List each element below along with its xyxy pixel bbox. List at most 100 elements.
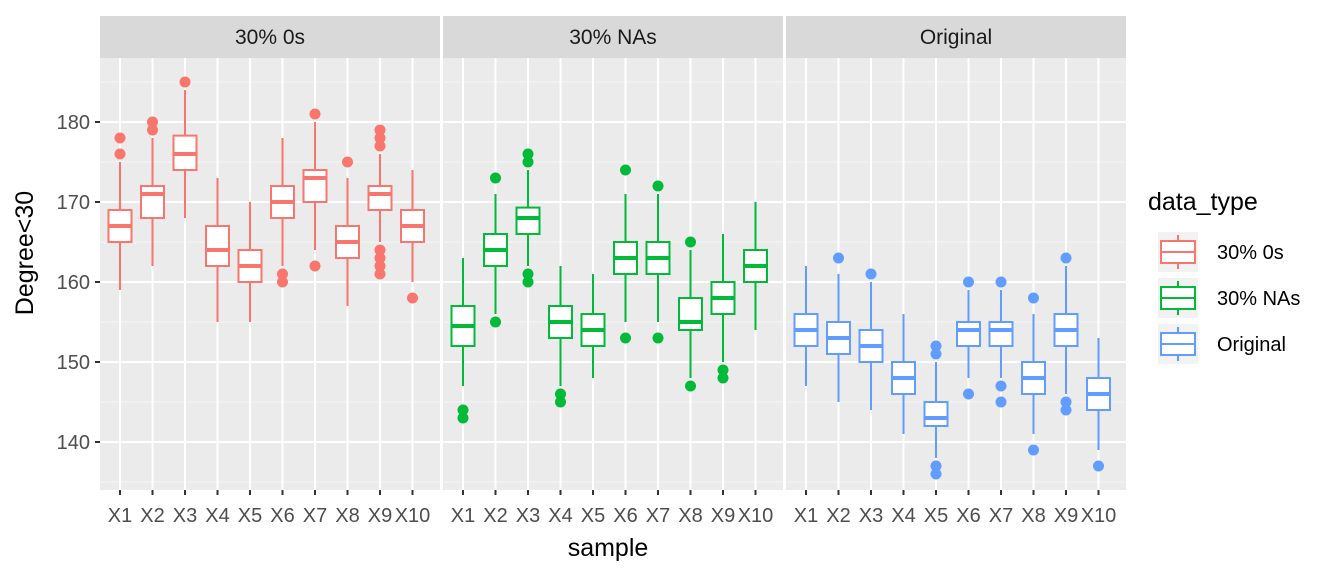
x-tick-label: X3: [173, 505, 197, 527]
box-X3: [515, 148, 541, 288]
outlier-point: [1060, 252, 1072, 264]
facet-strip-label: Original: [920, 26, 992, 49]
box-X8: [678, 236, 703, 392]
box-X3: [858, 268, 884, 410]
facet-strip-label: 30% NAs: [569, 26, 657, 49]
box-iqr: [923, 401, 949, 427]
outlier-point: [374, 260, 386, 272]
box-X2: [140, 116, 165, 266]
outlier-point: [555, 388, 566, 400]
box-X7: [645, 180, 671, 344]
outlier-point: [833, 252, 844, 264]
facet-strip: [443, 16, 783, 58]
y-tick-label: 180: [57, 112, 90, 134]
outlier-point: [1060, 396, 1072, 408]
box-X9: [710, 234, 736, 384]
x-tick-label: X8: [335, 505, 359, 527]
outlier-point: [342, 156, 353, 168]
x-tick-label: X4: [205, 505, 229, 527]
box-X1: [107, 132, 133, 290]
outlier-point: [374, 244, 386, 256]
panel-background: [786, 58, 1126, 490]
box-iqr: [205, 225, 230, 267]
legend-title: data_type: [1148, 188, 1258, 216]
legend-entry: Original: [1158, 324, 1286, 364]
facet-strip-label: 30% 0s: [235, 26, 305, 49]
box-X1: [450, 258, 476, 424]
box-iqr: [988, 321, 1014, 347]
box-iqr: [956, 321, 981, 347]
box-X2: [826, 252, 851, 402]
legend: data_type 30% 0s 30% NAs Original: [1148, 188, 1300, 364]
outlier-point: [1093, 460, 1104, 472]
box-X9: [367, 124, 393, 280]
outlier-point: [374, 132, 386, 144]
outlier-point: [114, 132, 126, 144]
x-tick-label: X1: [108, 505, 132, 527]
box-iqr: [140, 185, 165, 219]
y-tick-label: 150: [57, 352, 90, 374]
outlier-point: [309, 260, 321, 272]
outlier-point: [1028, 444, 1039, 456]
x-tick-label: X8: [1021, 505, 1045, 527]
y-axis-title: Degree<30: [11, 191, 39, 315]
x-tick-label: X9: [711, 505, 735, 527]
outlier-point: [522, 268, 534, 280]
x-tick-label: X3: [859, 505, 883, 527]
outlier-point: [963, 276, 974, 288]
outlier-point: [522, 276, 534, 288]
panel-3: Original X1 X2 X3 X4 X5 X6 X7 X8 X9 X10: [786, 16, 1126, 527]
box-X9: [1053, 252, 1079, 416]
outlier-point: [995, 380, 1007, 392]
outlier-point: [995, 396, 1007, 408]
x-axis-title: sample: [568, 534, 649, 562]
outlier-point: [374, 268, 386, 280]
box-X4: [548, 266, 573, 408]
facet-strip: [100, 16, 440, 58]
box-X6: [613, 164, 638, 344]
box-X6: [956, 276, 981, 400]
outlier-point: [930, 460, 942, 472]
x-tick-label: X7: [646, 505, 670, 527]
y-tick-label: 140: [57, 432, 90, 454]
box-X10: [1086, 338, 1111, 472]
outlier-point: [457, 404, 469, 416]
x-tick-label: X1: [451, 505, 475, 527]
outlier-point: [930, 348, 942, 360]
outlier-point: [374, 140, 386, 152]
box-X10: [400, 170, 425, 304]
box-X6: [270, 138, 295, 288]
outlier-point: [490, 172, 501, 184]
outlier-point: [995, 276, 1007, 288]
outlier-point: [277, 268, 288, 280]
box-iqr: [302, 169, 328, 203]
x-tick-label: X7: [989, 505, 1013, 527]
box-X10: [743, 202, 768, 330]
outlier-point: [865, 268, 877, 280]
y-axis: 140 150 160 170 180: [57, 112, 100, 454]
x-tick-label: X5: [238, 505, 262, 527]
outlier-point: [652, 180, 664, 192]
outlier-point: [179, 76, 191, 88]
outlier-point: [685, 380, 696, 392]
outlier-point: [620, 164, 631, 176]
outlier-point: [555, 396, 566, 408]
outlier-point: [374, 252, 386, 264]
legend-label: Original: [1217, 334, 1286, 356]
y-tick-label: 170: [57, 192, 90, 214]
panel-1: 30% 0s X1 X2 X3 X4 X5 X6 X7 X8 X9 X10: [100, 16, 440, 527]
x-tick-label: X6: [613, 505, 637, 527]
outlier-point: [1028, 292, 1039, 304]
box-X8: [335, 156, 360, 306]
box-X3: [172, 76, 198, 218]
x-tick-label: X6: [956, 505, 980, 527]
box-iqr: [367, 185, 393, 211]
x-tick-label: X5: [924, 505, 948, 527]
outlier-point: [114, 148, 126, 160]
box-X2: [483, 172, 508, 328]
x-tick-label: X7: [303, 505, 327, 527]
x-tick-label: X6: [270, 505, 294, 527]
box-X5: [923, 340, 949, 480]
